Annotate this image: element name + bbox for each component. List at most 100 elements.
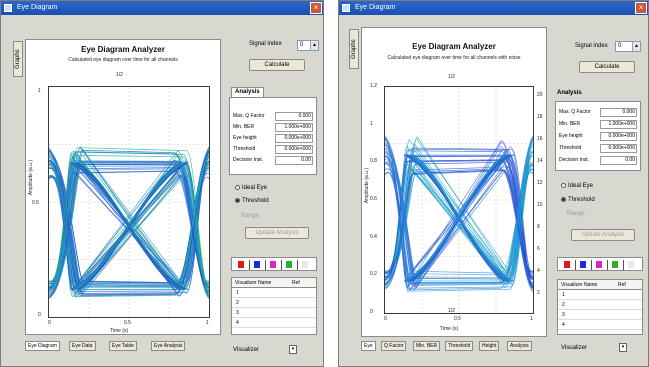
right-radio-threshold[interactable]: Threshold <box>561 197 595 203</box>
left-bottom-tab[interactable]: Eye Diagram <box>25 341 60 351</box>
right-top-marker: 1/2 <box>448 74 455 80</box>
list-item[interactable]: 1 <box>558 291 642 300</box>
color-swatch[interactable] <box>612 261 618 268</box>
color-swatch[interactable] <box>254 261 260 268</box>
right-plot-title: Eye Diagram Analyzer <box>412 42 496 51</box>
left-top-marker: 1/2 <box>116 72 123 78</box>
right-bottom-tabs: Eye Q Factor Min. BER Threshold Height A… <box>361 341 547 351</box>
left-y-axis-label: Amplitude (a.u.) <box>28 160 34 196</box>
left-metric-value: 0.000e+000 <box>275 134 313 143</box>
right-bottom-tab[interactable]: Threshold <box>445 341 474 351</box>
right-eye-plot-area[interactable] <box>384 86 534 314</box>
left-color-swatch-bar <box>231 257 317 271</box>
right-plot-panel: Eye Diagram Analyzer Calculated eye diag… <box>361 27 547 337</box>
list-item[interactable]: 4 <box>232 319 316 328</box>
list-item[interactable]: 3 <box>558 311 642 320</box>
left-eye-plot-area[interactable] <box>48 86 210 318</box>
swatch-separator <box>591 260 592 270</box>
right-bottom-marker: 1/2 <box>448 308 455 314</box>
spinner-arrows-icon[interactable]: ▲ <box>632 42 640 51</box>
list-item[interactable]: 2 <box>558 301 642 310</box>
left-y-tick: 1 <box>38 88 41 94</box>
list-item[interactable]: 2 <box>232 299 316 308</box>
close-icon[interactable]: × <box>635 2 647 14</box>
left-eye-diagram-window: Eye Diagram × Graphs Eye Diagram Analyze… <box>0 0 324 367</box>
app-icon <box>342 4 350 12</box>
swatch-separator <box>623 260 624 270</box>
left-list-header-ref: Ref <box>292 280 300 286</box>
right-eye-trace-svg <box>385 87 533 313</box>
right-secondary-tick: 18 <box>537 114 543 120</box>
right-update-analysis-button[interactable]: Update Analysis <box>571 229 635 241</box>
right-metric-value: 0.000e+000 <box>600 144 637 153</box>
right-metric-row: Max. Q Factor 0.000 <box>559 108 637 117</box>
left-list-header: Visualizer Name Ref <box>232 278 316 288</box>
app-icon <box>4 4 12 12</box>
right-bottom-tab[interactable]: Min. BER <box>413 341 441 351</box>
left-metric-value: 0.000 <box>275 112 313 121</box>
color-swatch[interactable] <box>580 261 586 268</box>
right-metric-row: Min. BER 1.000e+000 <box>559 120 637 129</box>
left-eye-trace-svg <box>49 87 209 317</box>
color-swatch[interactable] <box>286 261 292 268</box>
close-icon[interactable]: × <box>310 2 322 14</box>
right-title-bar[interactable]: Eye Diagram × <box>339 1 648 15</box>
right-x-tick: 0.5 <box>454 316 461 322</box>
list-item[interactable]: 3 <box>232 309 316 318</box>
left-visualizer-check[interactable]: ▾ <box>289 345 297 354</box>
color-swatch[interactable] <box>596 261 602 268</box>
left-calculate-button[interactable]: Calculate <box>249 59 305 71</box>
left-visualizer-label: Visualizer <box>233 347 259 353</box>
left-bottom-tab[interactable]: Eye Data <box>69 341 96 351</box>
right-y-tick: 1.2 <box>370 83 377 89</box>
radio-icon <box>235 185 240 190</box>
left-title-bar[interactable]: Eye Diagram × <box>1 1 323 15</box>
radio-checked-icon <box>235 198 240 203</box>
list-item[interactable]: 1 <box>232 289 316 298</box>
color-swatch[interactable] <box>238 261 244 268</box>
left-window-title: Eye Diagram <box>17 4 58 11</box>
left-bottom-tabs: Eye Diagram Eye Data Eye Table Eye Analy… <box>25 341 221 351</box>
left-side-tab-graphs[interactable]: Graphs <box>13 41 23 77</box>
right-plot-subtitle: Calculated eye diagram over time for all… <box>387 55 521 61</box>
right-analysis-heading: Analysis <box>557 90 582 96</box>
swatch-separator <box>281 260 282 270</box>
right-x-tick: 1 <box>530 316 533 322</box>
right-y-axis-label: Amplitude (a.u.) <box>364 168 370 204</box>
radio-icon <box>561 183 566 188</box>
right-secondary-tick: 12 <box>537 180 543 186</box>
color-swatch[interactable] <box>628 261 634 268</box>
right-secondary-tick: 2 <box>537 290 540 296</box>
list-item[interactable]: 4 <box>558 321 642 330</box>
right-side-tab-graphs[interactable]: Graphs <box>349 29 359 69</box>
right-analysis-group: Max. Q Factor 0.000 Min. BER 1.000e+000 Ey… <box>555 101 641 171</box>
right-bottom-tab[interactable]: Analysis <box>507 341 532 351</box>
left-update-analysis-button[interactable]: Update Analysis <box>245 227 309 239</box>
left-radio-ideal-eye[interactable]: Ideal Eye <box>235 185 267 191</box>
right-visualizer-check[interactable]: ▾ <box>619 343 627 352</box>
color-swatch[interactable] <box>270 261 276 268</box>
color-swatch[interactable] <box>302 261 308 268</box>
right-metric-value: 0.000 <box>600 108 637 117</box>
left-bottom-tab[interactable]: Eye Analysis <box>151 341 186 351</box>
right-calculate-button[interactable]: Calculate <box>579 61 635 73</box>
left-signal-index-spinner[interactable]: 0 ▲ <box>297 40 319 51</box>
right-bottom-tab[interactable]: Height <box>479 341 500 351</box>
left-visualizer-list[interactable]: Visualizer Name Ref 1 2 3 4 <box>231 277 317 335</box>
swatch-separator <box>249 260 250 270</box>
left-analysis-tab[interactable]: Analysis <box>231 87 264 97</box>
left-plot-title: Eye Diagram Analyzer <box>81 45 165 54</box>
right-signal-index-spinner[interactable]: 0 ▲ <box>615 41 641 52</box>
left-metric-row: Threshold 0.000e+000 <box>233 145 313 154</box>
color-swatch[interactable] <box>564 261 570 268</box>
left-radio-threshold[interactable]: Threshold <box>235 198 269 204</box>
right-visualizer-list[interactable]: Visualizer Name Ref 1 2 3 4 <box>557 279 643 335</box>
right-bottom-tab[interactable]: Q Factor <box>381 341 407 351</box>
spinner-arrows-icon[interactable]: ▲ <box>310 41 318 50</box>
right-radio-ideal-eye[interactable]: Ideal Eye <box>561 183 593 189</box>
left-x-axis-label: Time (s) <box>110 328 129 334</box>
right-color-swatch-bar <box>557 257 643 271</box>
right-bottom-tab[interactable]: Eye <box>361 341 376 351</box>
left-bottom-tab[interactable]: Eye Table <box>109 341 137 351</box>
left-metric-value: 0.00 <box>275 156 313 165</box>
